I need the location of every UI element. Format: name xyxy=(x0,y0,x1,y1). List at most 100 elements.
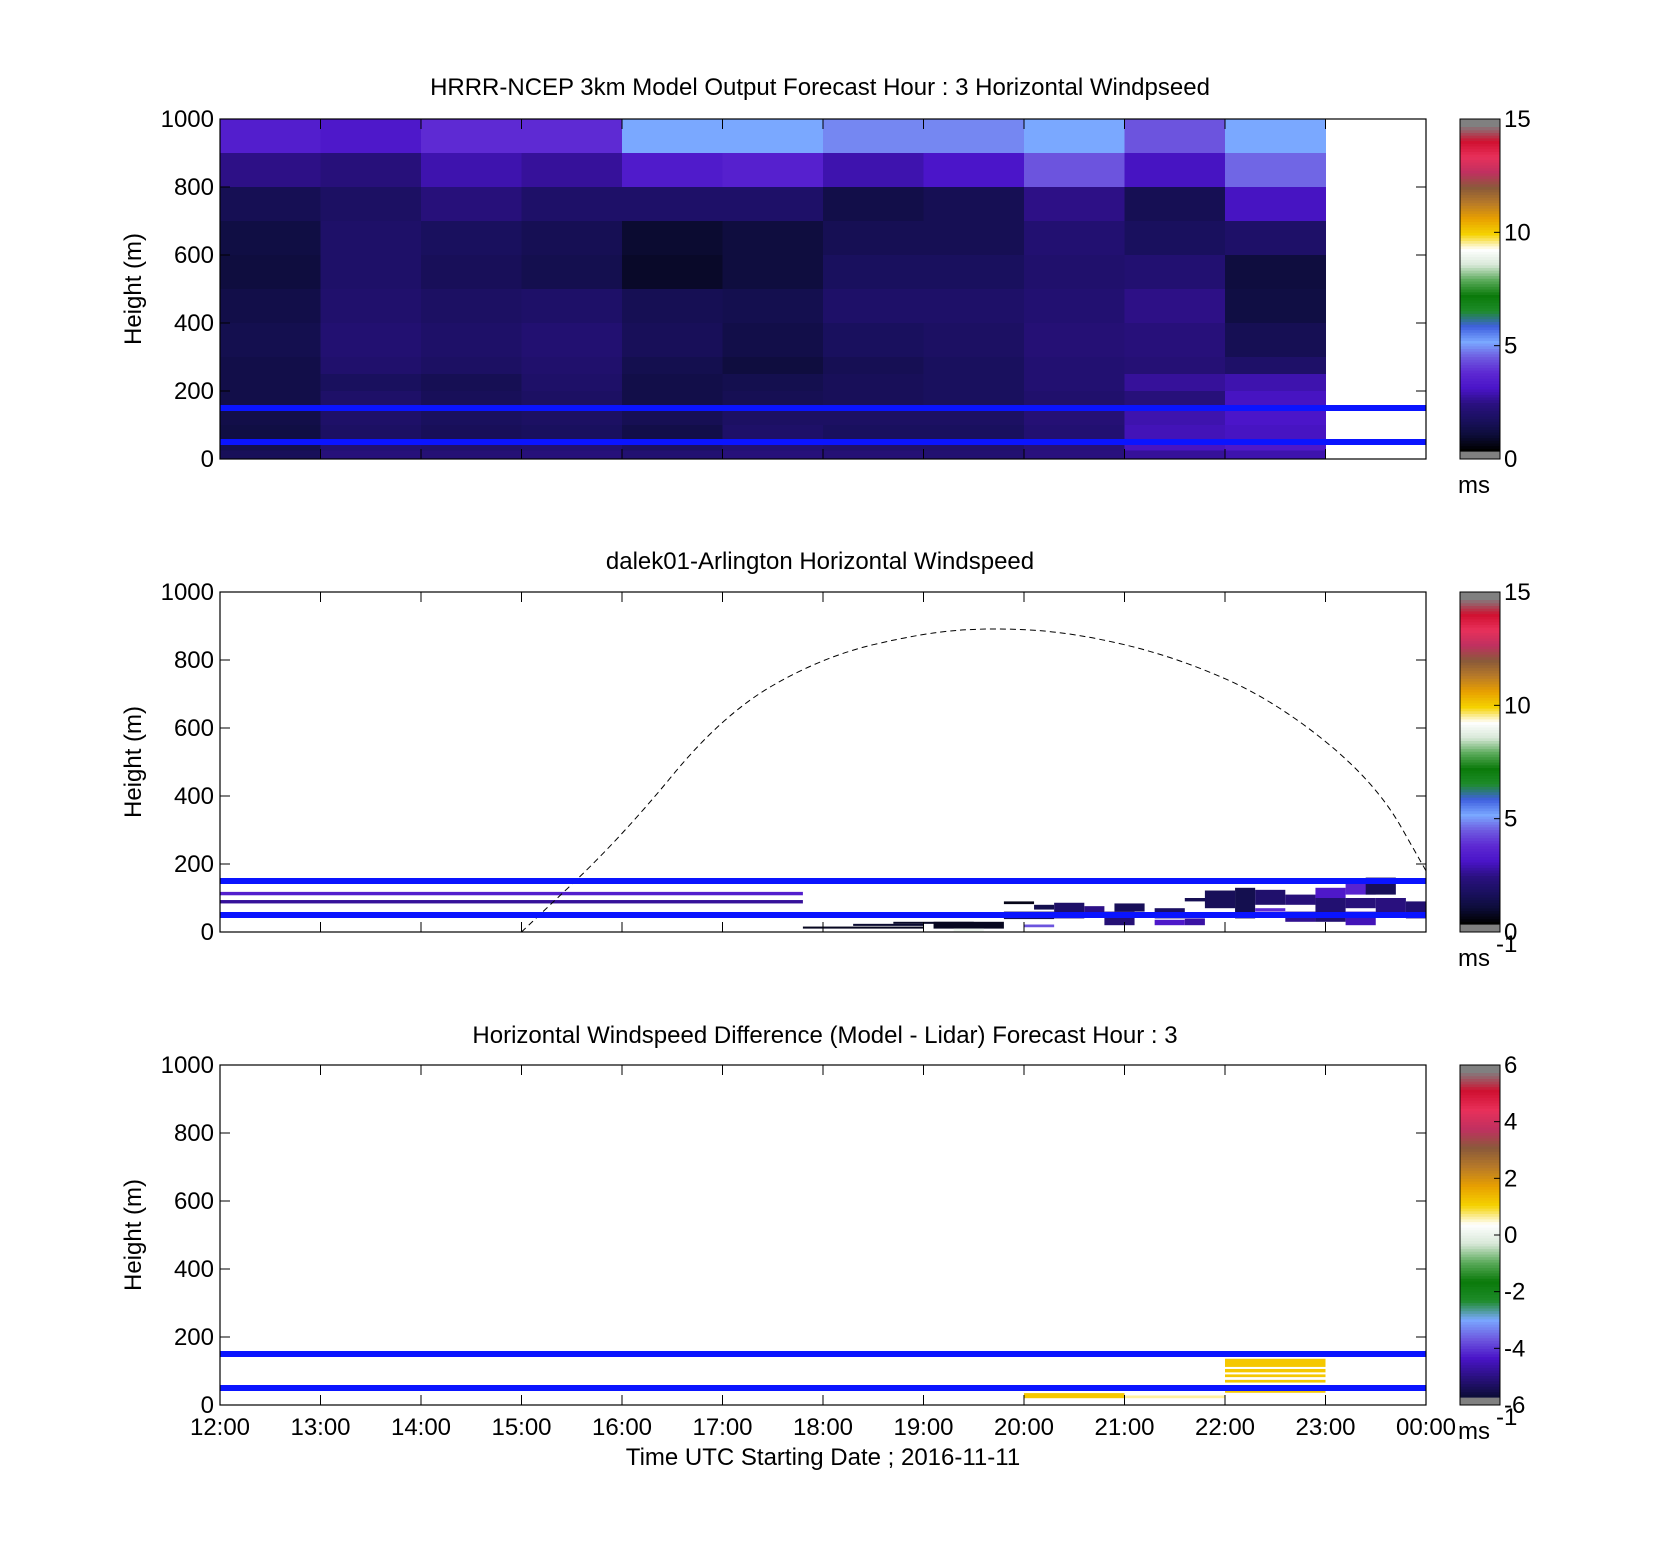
colorbar-cap-bottom xyxy=(1460,451,1500,459)
colorbar-swatch xyxy=(1460,845,1500,849)
model-cell xyxy=(1024,323,1125,358)
colorbar-swatch xyxy=(1460,664,1500,669)
colorbar-tick-label: 15 xyxy=(1504,579,1531,606)
colorbar-swatch xyxy=(1460,1256,1500,1260)
lidar-cell xyxy=(853,923,924,926)
ytick-label: 200 xyxy=(174,1324,214,1351)
model-cell xyxy=(1124,408,1226,426)
colorbar-swatch xyxy=(1460,1278,1500,1282)
panel-model-axes: 0 200 400 600 800 1000 xyxy=(161,106,1427,473)
colorbar-swatch xyxy=(1460,640,1500,644)
colorbar-swatch xyxy=(1460,1280,1500,1285)
colorbar-swatch xyxy=(1460,164,1500,169)
lidar-cell xyxy=(1003,901,1035,905)
model-cell xyxy=(421,289,522,324)
colorbar-swatch xyxy=(1460,1251,1500,1255)
colorbar-swatch xyxy=(1460,753,1500,758)
model-cell xyxy=(521,323,623,358)
colorbar-swatch xyxy=(1460,1197,1500,1201)
colorbar-swatch xyxy=(1460,1167,1500,1171)
colorbar-swatch xyxy=(1460,143,1500,147)
colorbar-swatch xyxy=(1460,1299,1500,1304)
model-cell xyxy=(320,323,422,358)
colorbar-swatch xyxy=(1460,691,1500,696)
colorbar-swatch xyxy=(1460,1310,1500,1314)
model-cell xyxy=(622,450,723,460)
colorbar-swatch xyxy=(1460,1332,1500,1336)
colorbar-swatch xyxy=(1460,670,1500,674)
colorbar-swatch xyxy=(1460,221,1500,225)
colorbar-tick-label: 15 xyxy=(1504,106,1531,133)
colorbar-swatch xyxy=(1460,818,1500,822)
ytick-label: 1000 xyxy=(161,579,214,606)
model-cell xyxy=(722,323,824,358)
colorbar-swatch xyxy=(1460,1143,1500,1147)
colorbar-swatch xyxy=(1460,364,1500,368)
colorbar-swatch xyxy=(1460,1116,1500,1120)
colorbar-swatch xyxy=(1460,699,1500,704)
panel-lidar-colorbar: 0 5 10 15 ms-1 xyxy=(1458,579,1531,972)
colorbar-swatch xyxy=(1460,1121,1500,1125)
ytick-label: 600 xyxy=(174,715,214,742)
colorbar-swatch xyxy=(1460,629,1500,633)
model-cell xyxy=(722,153,824,188)
colorbar-swatch xyxy=(1460,410,1500,414)
colorbar-swatch xyxy=(1460,654,1500,658)
colorbar-swatch xyxy=(1460,1181,1500,1185)
colorbar-swatch xyxy=(1460,313,1500,317)
colorbar-swatch xyxy=(1460,600,1500,604)
model-cell xyxy=(1124,374,1226,392)
colorbar-swatch xyxy=(1460,1372,1500,1376)
colorbar-swatch xyxy=(1460,1324,1500,1328)
colorbar-tick-label: 0 xyxy=(1504,446,1517,473)
model-cell xyxy=(1024,289,1125,324)
colorbar-swatch xyxy=(1460,361,1500,366)
lidar-cell xyxy=(1255,908,1286,912)
model-cell xyxy=(320,255,422,290)
colorbar-swatch xyxy=(1460,621,1500,625)
model-cell xyxy=(923,450,1025,460)
model-cell xyxy=(823,374,924,392)
model-cell xyxy=(823,408,924,426)
model-cell xyxy=(923,119,1025,154)
colorbar-tick-label: 5 xyxy=(1504,333,1517,360)
model-cell xyxy=(1225,374,1326,392)
colorbar-swatch xyxy=(1460,848,1500,852)
model-cell xyxy=(1024,374,1125,392)
colorbar-swatch xyxy=(1460,1270,1500,1274)
colorbar-swatch xyxy=(1460,145,1500,150)
model-cell xyxy=(220,221,321,256)
colorbar-swatch xyxy=(1460,1205,1500,1209)
colorbar-swatch xyxy=(1460,1202,1500,1206)
colorbar-unit-label: ms xyxy=(1458,945,1490,972)
colorbar-swatch xyxy=(1460,907,1500,912)
colorbar-swatch xyxy=(1460,213,1500,217)
colorbar-cap-top xyxy=(1460,1065,1500,1073)
colorbar-cap-bottom xyxy=(1460,1397,1500,1405)
model-cell xyxy=(622,374,723,392)
colorbar-swatch xyxy=(1460,1375,1500,1379)
colorbar-swatch xyxy=(1460,140,1500,144)
model-cell xyxy=(1024,408,1125,426)
colorbar-swatch xyxy=(1460,440,1500,444)
model-cell xyxy=(722,450,824,460)
model-cell xyxy=(1124,450,1226,460)
colorbar-swatch xyxy=(1460,718,1500,723)
colorbar-swatch xyxy=(1460,816,1500,820)
colorbar-swatch xyxy=(1460,799,1500,804)
colorbar-swatch xyxy=(1460,913,1500,917)
ytick-label: 1000 xyxy=(161,106,214,133)
xtick-label: 17:00 xyxy=(692,1414,752,1441)
colorbar-swatch xyxy=(1460,135,1500,139)
colorbar-swatch xyxy=(1460,837,1500,841)
colorbar-swatch xyxy=(1460,310,1500,314)
colorbar-swatch xyxy=(1460,1253,1500,1258)
model-cell xyxy=(1024,442,1125,451)
colorbar-swatch xyxy=(1460,716,1500,720)
colorbar-swatch xyxy=(1460,178,1500,182)
colorbar-swatch xyxy=(1460,1078,1500,1082)
colorbar-swatch xyxy=(1460,1199,1500,1204)
colorbar-swatch xyxy=(1460,326,1500,331)
lidar-cell xyxy=(1345,898,1376,909)
colorbar-swatch xyxy=(1460,1262,1500,1266)
